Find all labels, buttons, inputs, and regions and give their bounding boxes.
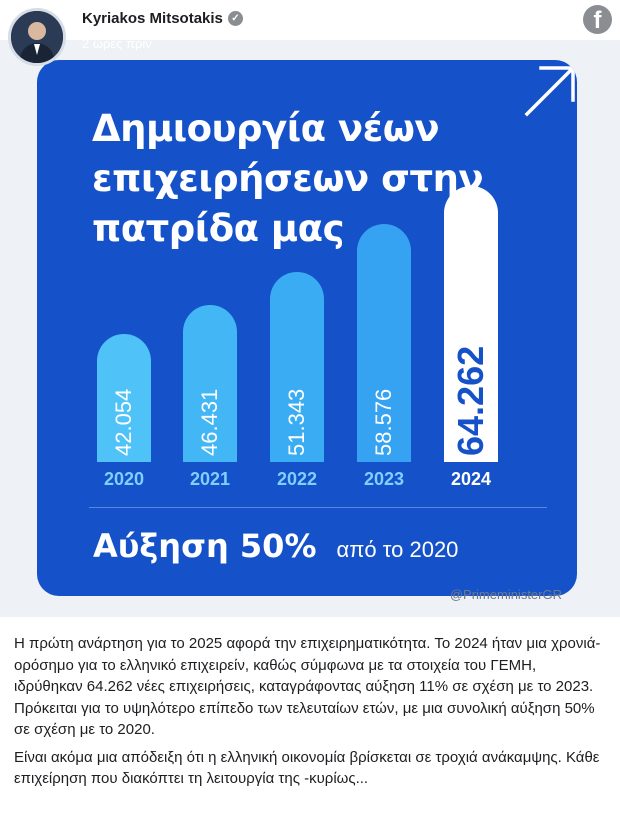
verified-badge-icon: ✓: [227, 11, 243, 26]
post-paragraph-1: Η πρώτη ανάρτηση για το 2025 αφορά την ε…: [14, 635, 601, 738]
bar-2024: 64.262: [444, 186, 498, 462]
facebook-icon[interactable]: f: [583, 5, 612, 34]
bar-2022: 51.343: [270, 272, 324, 462]
year-label-2020: 2020: [103, 469, 145, 489]
avatar[interactable]: [8, 8, 66, 66]
bar-value-2024: 64.262: [450, 345, 491, 456]
headline-line-3: πατρίδα μας: [92, 207, 345, 250]
headline-line-2: επιχειρήσεων στην: [92, 157, 484, 200]
infographic-card: Δημιουργία νέων επιχειρήσεων στην πατρίδ…: [37, 60, 577, 596]
bar-2020: 42.054: [97, 334, 151, 462]
year-label-2022: 2022: [276, 469, 318, 489]
arrow-up-right-icon: [524, 66, 575, 117]
bar-value-2023: 58.576: [371, 388, 396, 456]
bar-2021: 46.431: [183, 304, 237, 462]
year-label-2021: 2021: [189, 469, 231, 489]
post-image[interactable]: Δημιουργία νέων επιχειρήσεων στην πατρίδ…: [0, 20, 620, 617]
growth-baseline: από το 2020: [336, 537, 459, 562]
year-label-2024: 2024: [450, 469, 492, 489]
avatar-photo: [11, 11, 63, 63]
infographic-headline: Δημιουργία νέων επιχειρήσεων στην πατρίδ…: [92, 104, 512, 254]
divider: [89, 507, 547, 508]
post-timestamp[interactable]: 2 ώρες πριν: [82, 36, 152, 51]
headline-line-1: Δημιουργία νέων: [92, 107, 440, 150]
post-paragraph-2: Είναι ακόμα μια απόδειξη ότι η ελληνική …: [14, 748, 600, 788]
bar-value-2020: 42.054: [111, 388, 136, 456]
bar-2023: 58.576: [357, 223, 411, 462]
year-label-2023: 2023: [363, 469, 405, 489]
growth-callout: Αύξηση 50% από το 2020: [93, 527, 458, 565]
growth-percentage: Αύξηση 50%: [93, 527, 317, 565]
post-text: Η πρώτη ανάρτηση για το 2025 αφορά την ε…: [14, 633, 608, 796]
author-name-text[interactable]: Kyriakos Mitsotakis: [82, 10, 223, 27]
author-name[interactable]: Kyriakos Mitsotakis ✓: [82, 10, 243, 27]
bar-value-2021: 46.431: [197, 388, 222, 456]
post-header: [0, 0, 620, 40]
image-handle: @PrimeministerGR: [449, 587, 562, 602]
bar-value-2022: 51.343: [284, 388, 309, 456]
